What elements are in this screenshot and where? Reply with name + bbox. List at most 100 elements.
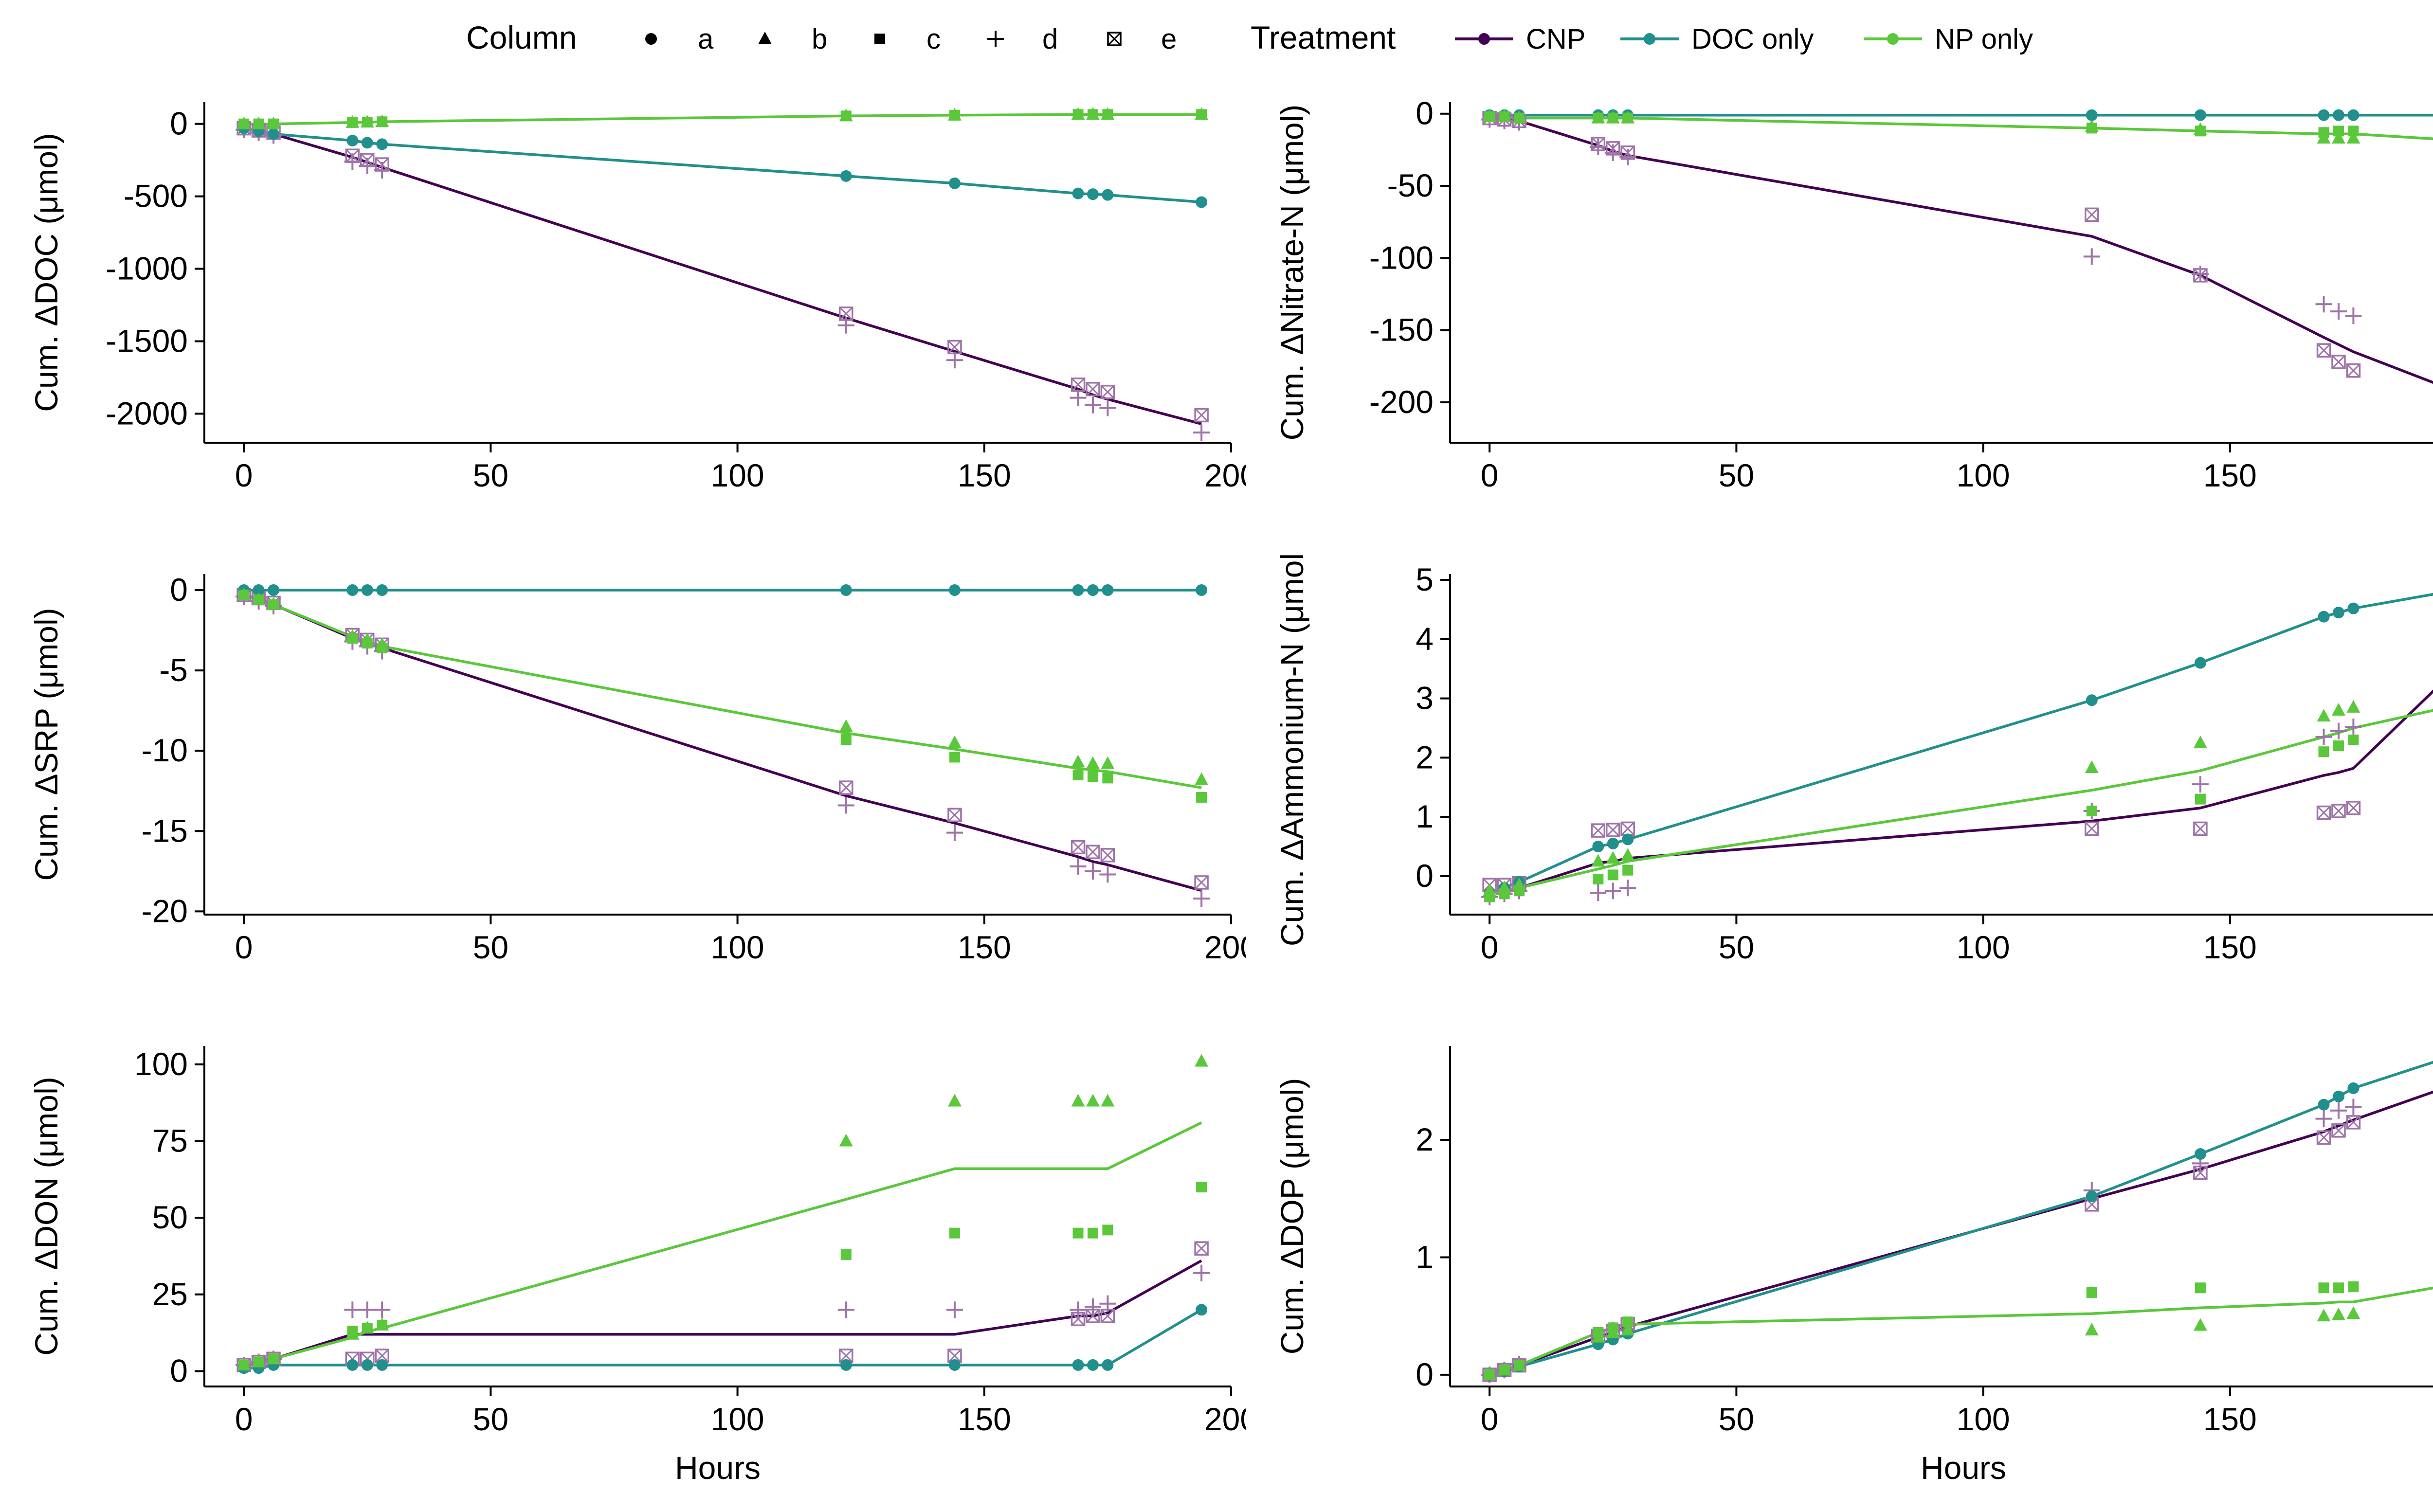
x-tick-label: 100 bbox=[1957, 457, 2010, 493]
y-tick-label: 0 bbox=[1416, 95, 1434, 131]
x-tick-label: 150 bbox=[958, 457, 1011, 493]
y-tick-label: 0 bbox=[170, 572, 188, 608]
data-point bbox=[2318, 611, 2330, 623]
data-point bbox=[1196, 196, 1208, 208]
data-point bbox=[1084, 863, 1101, 880]
data-point bbox=[346, 1359, 359, 1371]
data-point bbox=[376, 138, 388, 150]
legend: Column a b c d e Treatment CNP DOC only NP only bbox=[466, 19, 2033, 55]
data-point bbox=[1072, 1227, 1084, 1239]
data-point bbox=[1100, 384, 1115, 399]
data-point bbox=[1086, 756, 1100, 769]
x-axis-label: Hours bbox=[675, 1450, 761, 1486]
data-point bbox=[1499, 888, 1510, 900]
data-point bbox=[361, 1359, 373, 1371]
y-tick-label: -5 bbox=[159, 652, 188, 688]
data-point bbox=[1622, 864, 1634, 876]
legend-treatment-cnp-key bbox=[1455, 33, 1513, 45]
data-point bbox=[2318, 1282, 2329, 1294]
data-point bbox=[1100, 848, 1115, 863]
x-tick-label: 50 bbox=[1719, 1401, 1754, 1437]
legend-column-d-label: d bbox=[1042, 23, 1058, 55]
legend-column-e-label: e bbox=[1161, 23, 1177, 55]
y-tick-label: 2 bbox=[1416, 1121, 1434, 1157]
data-point bbox=[253, 594, 264, 605]
data-point bbox=[1194, 408, 1209, 423]
data-point bbox=[253, 584, 265, 596]
data-point bbox=[2347, 602, 2360, 614]
data-point bbox=[362, 637, 373, 648]
data-point bbox=[2333, 1282, 2344, 1294]
x-tick-label: 0 bbox=[235, 1401, 253, 1437]
data-point bbox=[2333, 126, 2344, 137]
data-point bbox=[268, 599, 279, 610]
data-point bbox=[2086, 1190, 2098, 1202]
data-point bbox=[2330, 1102, 2347, 1119]
y-tick-label: -10 bbox=[142, 732, 188, 768]
data-point bbox=[1072, 584, 1084, 596]
data-point bbox=[2346, 1306, 2360, 1319]
x-tick-label: 50 bbox=[1719, 457, 1754, 493]
data-point bbox=[2331, 131, 2345, 144]
x-tick-label: 50 bbox=[473, 1401, 508, 1437]
data-point bbox=[2085, 207, 2099, 222]
x-tick-label: 0 bbox=[1481, 929, 1499, 965]
y-tick-label: 50 bbox=[152, 1199, 188, 1235]
legend-column-c-label: c bbox=[926, 23, 941, 55]
data-point bbox=[2332, 607, 2344, 619]
data-point bbox=[1196, 1182, 1207, 1193]
data-point bbox=[1607, 1322, 1618, 1333]
data-point bbox=[1071, 755, 1085, 768]
y-tick-label: 2 bbox=[1416, 739, 1434, 775]
data-point bbox=[1087, 188, 1099, 200]
legend-column-title: Column bbox=[466, 19, 577, 55]
data-point bbox=[839, 1349, 853, 1363]
data-point bbox=[1071, 1312, 1086, 1327]
data-point bbox=[1087, 584, 1099, 596]
data-point bbox=[1099, 866, 1116, 883]
data-point bbox=[1607, 112, 1618, 124]
y-axis-label: Cum. ΔDOP (μmol) bbox=[1274, 1078, 1310, 1355]
data-point bbox=[2192, 776, 2209, 793]
data-point bbox=[2194, 1148, 2206, 1160]
data-point bbox=[1071, 1094, 1085, 1107]
data-point bbox=[2317, 709, 2331, 722]
data-point bbox=[840, 584, 852, 596]
data-point bbox=[949, 752, 960, 763]
data-point bbox=[2318, 746, 2329, 757]
points-doc-only-column-a bbox=[238, 122, 1208, 208]
data-point bbox=[1621, 848, 1635, 861]
data-point bbox=[268, 1353, 279, 1365]
data-point bbox=[1606, 851, 1620, 864]
x-tick-label: 150 bbox=[2203, 457, 2257, 493]
data-point bbox=[377, 642, 388, 653]
chart-panel-dop: 050100150200012Cum. ΔDOP (μmol)Hours bbox=[1274, 1046, 2433, 1486]
data-point bbox=[238, 1359, 250, 1370]
y-axis-label: Cum. ΔSRP (μmol) bbox=[28, 608, 64, 881]
data-point bbox=[374, 162, 391, 179]
data-point bbox=[1101, 756, 1115, 769]
y-axis-label: Cum. ΔNitrate-N (μmol) bbox=[1274, 105, 1310, 441]
data-point bbox=[1606, 823, 1620, 837]
data-point bbox=[1484, 1369, 1495, 1380]
data-point bbox=[2332, 1090, 2344, 1102]
data-point bbox=[1070, 389, 1087, 406]
data-point bbox=[347, 1326, 358, 1337]
data-point bbox=[1590, 138, 1607, 155]
data-point bbox=[347, 117, 358, 128]
data-point bbox=[2193, 1318, 2207, 1331]
data-point bbox=[2330, 722, 2347, 739]
data-point bbox=[1099, 399, 1116, 416]
y-tick-label: 3 bbox=[1416, 680, 1434, 716]
data-point bbox=[346, 134, 359, 146]
data-point bbox=[2347, 1082, 2360, 1094]
series-line-np-only bbox=[244, 113, 1202, 126]
data-point bbox=[1087, 771, 1098, 782]
data-point bbox=[1484, 891, 1495, 902]
legend-column-b-icon bbox=[758, 32, 772, 44]
data-point bbox=[1196, 1304, 1208, 1316]
data-point bbox=[2316, 343, 2331, 358]
y-tick-label: 75 bbox=[152, 1122, 188, 1158]
